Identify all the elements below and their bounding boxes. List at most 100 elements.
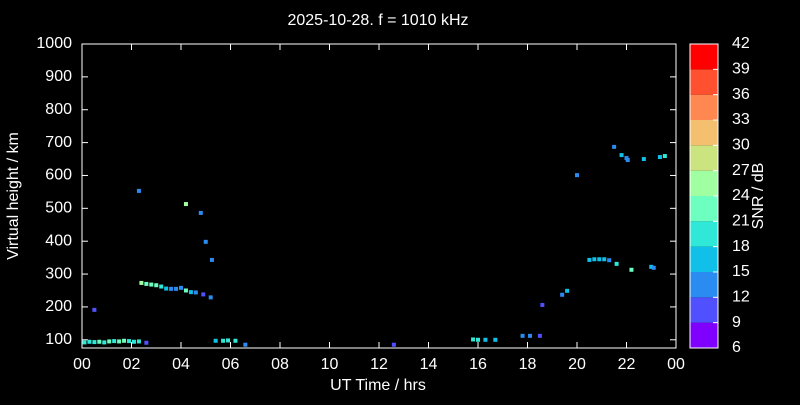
data-point	[641, 157, 646, 162]
x-tick-label: 06	[222, 356, 240, 373]
data-point	[662, 154, 667, 159]
data-point	[92, 307, 97, 312]
data-point	[208, 295, 213, 300]
data-point	[213, 338, 218, 343]
data-point	[183, 202, 188, 207]
colorbar-tick-label: 24	[732, 187, 750, 204]
data-point	[233, 338, 238, 343]
y-tick-label: 300	[45, 265, 72, 282]
data-point	[602, 257, 607, 262]
data-point	[625, 158, 630, 163]
colorbar-tick-label: 39	[732, 61, 750, 78]
x-tick-label: 08	[271, 356, 289, 373]
data-point	[136, 339, 141, 344]
colorbar-tick-label: 18	[732, 238, 750, 255]
colorbar-segment	[690, 246, 718, 272]
data-point	[614, 261, 619, 266]
data-point	[164, 286, 169, 291]
x-tick-label: 16	[469, 356, 487, 373]
data-point	[226, 338, 231, 343]
colorbar-segment	[690, 44, 718, 70]
data-point	[82, 340, 87, 345]
plot-frame	[81, 43, 677, 349]
data-point	[149, 282, 154, 287]
data-point	[209, 257, 214, 262]
colorbar-tick-label: 33	[732, 111, 750, 128]
colorbar-tick-label: 30	[732, 137, 750, 154]
data-point	[117, 339, 122, 344]
x-tick-label: 02	[123, 356, 141, 373]
data-point	[193, 290, 198, 295]
colorbar-segment	[690, 272, 718, 298]
x-tick-label: 04	[172, 356, 190, 373]
data-point	[107, 339, 112, 344]
x-tick-label: 20	[568, 356, 586, 373]
y-tick-label: 600	[45, 167, 72, 184]
x-tick-label: 14	[420, 356, 438, 373]
chart-title: 2025-10-28. f = 1010 kHz	[287, 12, 468, 29]
data-point	[391, 342, 396, 347]
data-point	[592, 257, 597, 262]
data-point	[112, 339, 117, 344]
data-point	[122, 338, 127, 343]
x-tick-label: 22	[618, 356, 636, 373]
colorbar-tick-label: 42	[732, 35, 750, 52]
data-point	[575, 173, 579, 178]
data-point	[87, 339, 92, 344]
data-point	[612, 144, 617, 149]
data-point	[179, 285, 183, 290]
y-tick-label: 400	[45, 232, 72, 249]
colorbar-tick-label: 36	[732, 86, 750, 103]
data-point	[619, 153, 624, 158]
colorbar-tick-label: 15	[732, 263, 750, 280]
colorbar-tick-label: 12	[732, 289, 750, 306]
data-point	[221, 338, 226, 343]
colorbar-segment	[690, 297, 718, 323]
data-point	[527, 333, 532, 338]
data-point	[183, 288, 188, 293]
colorbar-segment	[690, 94, 718, 120]
x-tick-label: 00	[73, 356, 91, 373]
y-tick-label: 200	[45, 298, 72, 315]
colorbar-segment	[690, 221, 718, 247]
data-point	[629, 267, 634, 272]
data-point	[471, 337, 476, 342]
data-point	[144, 340, 149, 345]
data-point	[565, 288, 570, 293]
y-tick-label: 900	[45, 68, 72, 85]
colorbar-segment	[690, 145, 718, 171]
data-point	[560, 292, 565, 297]
data-point	[131, 339, 136, 344]
data-point	[476, 337, 480, 342]
data-point	[159, 284, 164, 289]
data-point	[201, 292, 206, 297]
colorbar-segment	[690, 69, 718, 95]
data-point	[607, 258, 612, 263]
colorbar-tick-label: 27	[732, 162, 750, 179]
y-tick-label: 700	[45, 134, 72, 151]
data-point	[92, 340, 97, 345]
y-tick-label: 800	[45, 101, 72, 118]
data-point	[102, 340, 107, 345]
colorbar-tick-label: 21	[732, 213, 750, 230]
colorbar-tick-label: 6	[732, 339, 741, 356]
y-tick-label: 500	[45, 200, 72, 217]
data-point	[520, 333, 525, 338]
y-tick-label: 1000	[36, 35, 72, 52]
data-point	[587, 257, 592, 262]
data-point	[483, 337, 488, 342]
colorbar-segment	[690, 170, 718, 196]
data-point	[651, 265, 656, 270]
y-tick-label: 100	[45, 331, 72, 348]
x-tick-label: 12	[370, 356, 388, 373]
data-point	[537, 333, 542, 338]
data-point	[198, 210, 203, 215]
data-point	[139, 280, 144, 285]
y-axis-label: Virtual height / km	[5, 132, 22, 260]
data-point	[97, 339, 102, 344]
data-point	[243, 342, 248, 347]
data-point	[169, 286, 174, 291]
x-tick-label: 18	[519, 356, 537, 373]
